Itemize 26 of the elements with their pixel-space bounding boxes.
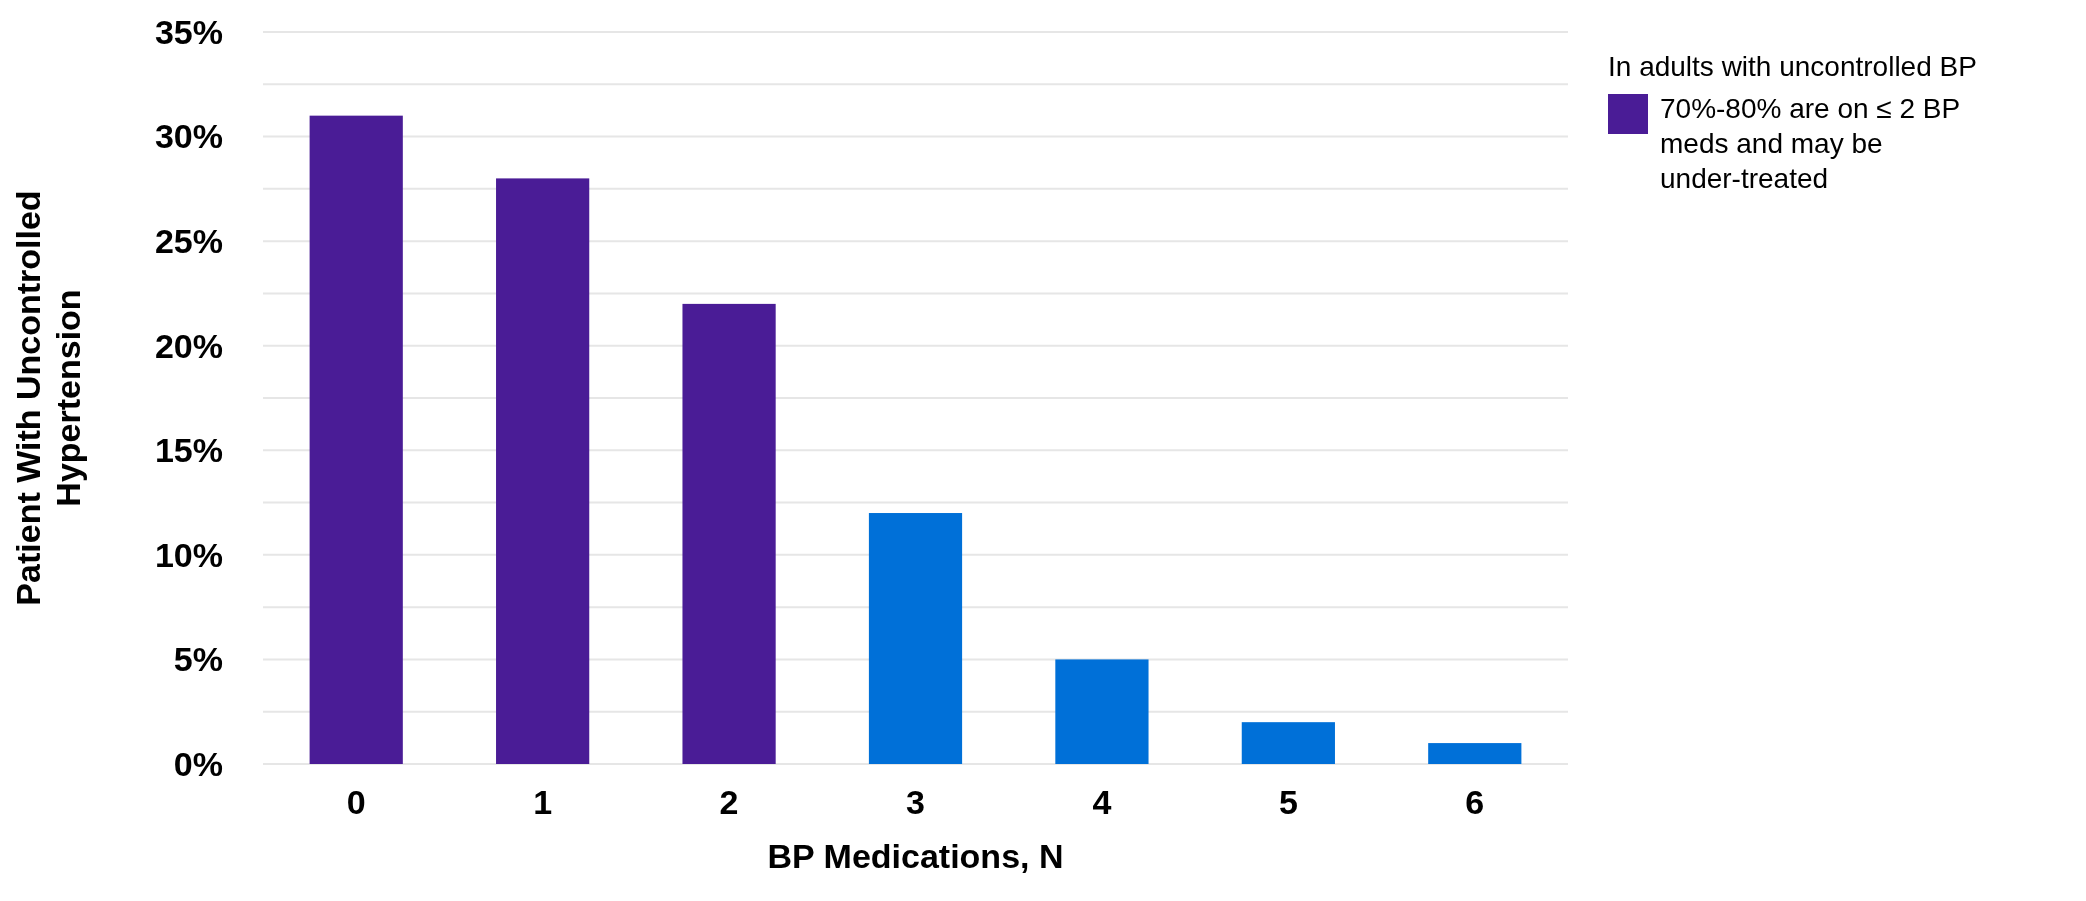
x-tick-label: 0	[346, 783, 366, 821]
x-tick-label: 6	[1465, 783, 1485, 821]
y-tick-label: 30%	[154, 117, 223, 156]
y-tick-label: 10%	[154, 535, 223, 574]
legend-label: 70%-80% are on ≤ 2 BP meds and may be under-treated	[1660, 93, 1961, 194]
legend-title: In adults with uncontrolled BP	[1608, 51, 1977, 82]
y-tick-label: 15%	[154, 431, 223, 470]
y-axis-title: Patient With Uncontrolled Hypertension	[8, 190, 88, 606]
bar	[309, 115, 403, 764]
y-tick-label: 5%	[173, 640, 223, 679]
x-tick-label: 2	[719, 783, 739, 821]
bar	[682, 303, 776, 764]
x-tick-label: 1	[533, 783, 553, 821]
bar	[496, 178, 590, 764]
x-tick-label: 3	[906, 783, 925, 821]
bar	[1055, 659, 1149, 764]
x-axis-title: BP Medications, N	[767, 837, 1064, 875]
y-tick-label: 0%	[173, 744, 223, 783]
bar	[868, 513, 963, 764]
x-tick-label: 4	[1092, 783, 1112, 821]
bar	[1428, 743, 1522, 764]
y-tick-label: 25%	[154, 222, 223, 261]
y-tick-label: 35%	[154, 12, 223, 51]
bar	[1241, 722, 1335, 764]
x-tick-label: 5	[1278, 783, 1298, 821]
y-tick-label: 20%	[154, 326, 223, 365]
